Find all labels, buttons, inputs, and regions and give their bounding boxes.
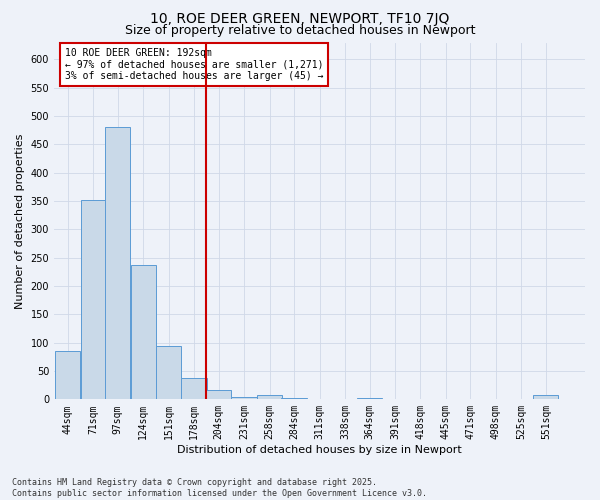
X-axis label: Distribution of detached houses by size in Newport: Distribution of detached houses by size … bbox=[177, 445, 462, 455]
Bar bbox=[156, 346, 181, 400]
Bar bbox=[181, 378, 206, 400]
Text: 10, ROE DEER GREEN, NEWPORT, TF10 7JQ: 10, ROE DEER GREEN, NEWPORT, TF10 7JQ bbox=[151, 12, 449, 26]
Text: 10 ROE DEER GREEN: 192sqm
← 97% of detached houses are smaller (1,271)
3% of sem: 10 ROE DEER GREEN: 192sqm ← 97% of detac… bbox=[65, 48, 323, 81]
Bar bbox=[206, 390, 231, 400]
Bar bbox=[281, 398, 307, 400]
Bar bbox=[433, 399, 458, 400]
Bar bbox=[382, 399, 407, 400]
Bar bbox=[257, 395, 282, 400]
Y-axis label: Number of detached properties: Number of detached properties bbox=[15, 133, 25, 308]
Bar bbox=[533, 395, 559, 400]
Bar bbox=[357, 398, 382, 400]
Bar bbox=[55, 351, 80, 400]
Text: Size of property relative to detached houses in Newport: Size of property relative to detached ho… bbox=[125, 24, 475, 37]
Bar bbox=[307, 399, 332, 400]
Bar bbox=[80, 200, 106, 400]
Bar bbox=[131, 265, 156, 400]
Bar bbox=[232, 396, 257, 400]
Bar bbox=[105, 128, 130, 400]
Text: Contains HM Land Registry data © Crown copyright and database right 2025.
Contai: Contains HM Land Registry data © Crown c… bbox=[12, 478, 427, 498]
